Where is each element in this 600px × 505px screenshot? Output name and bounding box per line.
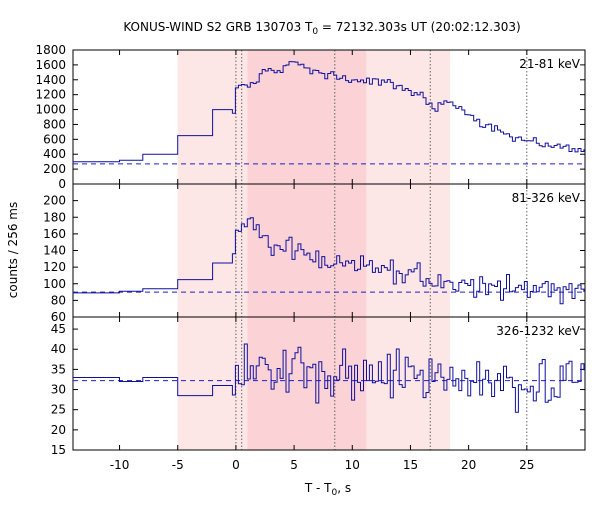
x-tick-label: -10 — [110, 458, 130, 472]
panel-frame — [72, 316, 586, 451]
energy-band-label: 81-326 keV — [512, 191, 581, 205]
y-tick-label: 1200 — [35, 88, 66, 102]
y-tick-label: 40 — [51, 342, 66, 356]
y-tick-label: 200 — [43, 162, 66, 176]
y-axis-label: counts / 256 ms — [6, 202, 20, 298]
x-tick-label: 10 — [345, 458, 360, 472]
y-tick-label: 30 — [51, 383, 66, 397]
shaded-interval-inner — [247, 50, 367, 450]
y-tick-label: 0 — [58, 177, 66, 191]
energy-band-label: 21-81 keV — [519, 57, 581, 71]
light-curve-series — [73, 61, 585, 163]
y-tick-label: 1000 — [35, 103, 66, 117]
y-tick-label: 600 — [43, 132, 66, 146]
light-curve-series — [73, 217, 585, 305]
x-axis-label: T - T0, s — [304, 481, 351, 498]
y-tick-label: 35 — [51, 362, 66, 376]
y-tick-label: 120 — [43, 260, 66, 274]
y-tick-label: 140 — [43, 244, 66, 258]
light-curve-series — [73, 343, 585, 413]
chart-title: KONUS-WIND S2 GRB 130703 T0 = 72132.303s… — [123, 20, 520, 37]
x-tick-label: 25 — [519, 458, 534, 472]
y-tick-label: 800 — [43, 117, 66, 131]
y-tick-label: 80 — [51, 293, 66, 307]
y-tick-label: 25 — [51, 403, 66, 417]
y-tick-label: 1800 — [35, 43, 66, 57]
y-tick-label: 160 — [43, 227, 66, 241]
y-tick-label: 60 — [51, 310, 66, 324]
y-tick-label: 200 — [43, 194, 66, 208]
x-tick-label: 20 — [461, 458, 476, 472]
y-tick-label: 1600 — [35, 58, 66, 72]
y-tick-label: 1400 — [35, 73, 66, 87]
y-tick-label: 20 — [51, 423, 66, 437]
x-tick-label: -5 — [172, 458, 184, 472]
y-tick-label: 400 — [43, 147, 66, 161]
x-tick-label: 0 — [232, 458, 240, 472]
y-tick-label: 15 — [51, 443, 66, 457]
y-tick-label: 45 — [51, 322, 66, 336]
y-tick-label: 100 — [43, 277, 66, 291]
y-tick-label: 180 — [43, 210, 66, 224]
x-tick-label: 5 — [290, 458, 298, 472]
energy-band-label: 326-1232 keV — [496, 324, 580, 338]
x-tick-label: 15 — [403, 458, 418, 472]
